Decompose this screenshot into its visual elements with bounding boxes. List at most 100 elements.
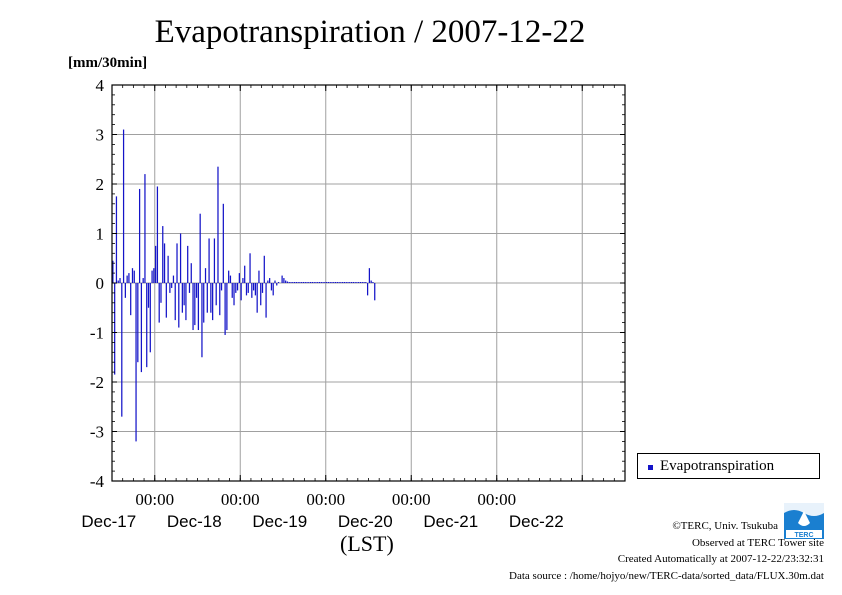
bar — [122, 129, 125, 283]
bar — [320, 282, 322, 283]
bar — [272, 283, 274, 296]
bar — [199, 213, 201, 283]
bar — [317, 282, 319, 283]
bar — [370, 280, 372, 283]
bar — [363, 282, 365, 283]
bar — [183, 283, 185, 306]
bar — [311, 282, 314, 283]
bar — [114, 283, 116, 375]
bar — [356, 282, 358, 283]
bar — [174, 283, 176, 321]
bar — [345, 282, 347, 283]
bar — [135, 283, 137, 442]
bar — [354, 282, 356, 283]
bar — [359, 282, 362, 283]
bar — [149, 283, 151, 353]
bar — [162, 226, 164, 283]
observed-text: Observed at TERC Tower site — [691, 536, 824, 549]
bar — [374, 283, 376, 301]
bar — [115, 196, 118, 283]
bar — [372, 282, 374, 283]
bar — [269, 278, 271, 283]
bar — [201, 283, 203, 358]
bar — [365, 282, 367, 283]
chart-title: Evapotranspiration / 2007-12-22 — [154, 14, 586, 50]
bar — [155, 245, 157, 283]
bar — [219, 283, 221, 316]
bar — [179, 233, 182, 283]
bar — [313, 282, 315, 283]
x-tick-date-label: Dec-22 — [509, 512, 564, 531]
bar — [119, 278, 121, 283]
x-tick-time-label: 00:00 — [135, 490, 174, 509]
bar — [251, 283, 253, 298]
bar — [249, 253, 251, 283]
bar — [133, 270, 135, 283]
bar — [204, 268, 207, 283]
bar — [299, 282, 301, 283]
y-tick-label: -1 — [90, 324, 104, 343]
bar — [121, 283, 123, 417]
bar — [169, 283, 171, 293]
bar — [210, 283, 212, 313]
bar — [238, 273, 240, 283]
bar — [326, 282, 328, 283]
bar — [242, 278, 244, 283]
bar — [331, 282, 333, 283]
bar — [277, 282, 280, 283]
bar — [130, 283, 132, 316]
bar — [252, 283, 255, 291]
bar — [347, 282, 349, 283]
bar — [215, 283, 217, 306]
bar — [308, 282, 310, 283]
bar — [236, 283, 239, 291]
bar — [217, 166, 219, 283]
svg-text:TERC: TERC — [794, 532, 813, 539]
bar — [178, 283, 180, 328]
bar — [258, 270, 260, 283]
y-tick-label: 4 — [96, 76, 105, 95]
bar — [324, 282, 326, 283]
bar — [112, 260, 114, 283]
bar — [160, 283, 162, 303]
bar — [185, 283, 187, 321]
bar — [190, 263, 192, 283]
bar — [235, 283, 237, 293]
bar — [322, 282, 324, 283]
bar — [276, 283, 278, 286]
created-text: Created Automatically at 2007-12-22/23:3… — [617, 553, 824, 565]
bar — [265, 283, 267, 318]
bar — [128, 273, 130, 283]
bar — [165, 283, 167, 318]
credits: ©TERC, Univ. Tsukuba Observed at TERC To… — [509, 518, 824, 584]
bar — [361, 282, 363, 283]
bar — [352, 282, 354, 283]
bar — [212, 283, 214, 321]
bar — [260, 283, 262, 306]
bar — [254, 283, 257, 296]
bars — [112, 129, 376, 442]
y-tick-label: 0 — [96, 274, 105, 293]
x-tick-date-label: Dec-19 — [252, 512, 307, 531]
x-tick-time-label: 00:00 — [306, 490, 345, 509]
x-tick-date-label: Dec-17 — [81, 512, 136, 531]
x-tick-date-label: Dec-21 — [423, 512, 478, 531]
bar — [292, 282, 294, 283]
bar — [187, 245, 189, 283]
bar — [156, 186, 159, 283]
bar — [338, 282, 340, 283]
bar — [349, 282, 351, 283]
y-tick-label: 2 — [96, 175, 105, 194]
bar — [138, 188, 141, 283]
bar — [188, 283, 191, 293]
bar — [144, 174, 146, 283]
x-tick-time-label: 00:00 — [221, 490, 260, 509]
bar — [163, 243, 166, 283]
bar — [244, 265, 246, 283]
bar — [247, 283, 249, 293]
plot-frame — [111, 84, 626, 482]
legend-label: Evapotranspiration — [660, 458, 775, 474]
bar — [126, 275, 128, 283]
bar — [153, 268, 155, 283]
